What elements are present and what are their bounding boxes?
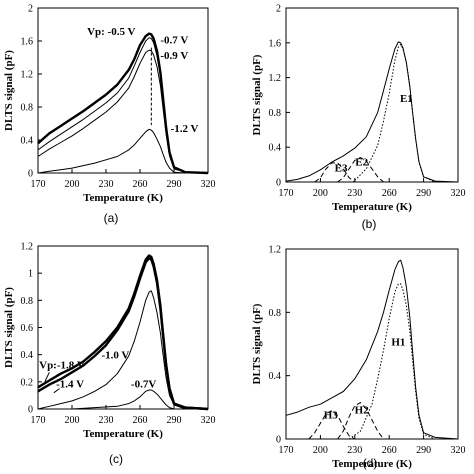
x-tick-label: 170 (279, 445, 294, 456)
series-line-3 (37, 49, 209, 174)
x-tick-label: 230 (99, 179, 114, 190)
series-line-4 (38, 389, 208, 410)
x-tick-label: 230 (347, 188, 362, 199)
x-tick-label: 320 (201, 179, 216, 190)
series-line-2 (354, 44, 436, 183)
x-axis-label: Temperature (K) (332, 201, 412, 213)
y-tick-label: 2 (276, 4, 281, 15)
annotation-label: -1.2 V (171, 123, 199, 135)
y-tick-label: 1.2 (21, 242, 34, 253)
y-tick-label: 0.4 (269, 371, 282, 382)
x-tick-label: 260 (133, 179, 148, 190)
annotation-label: E2 (355, 156, 368, 168)
y-tick-label: 0.4 (269, 143, 282, 154)
x-tick-label: 290 (167, 179, 182, 190)
y-tick-label: 0.8 (269, 308, 282, 319)
plot-frame (285, 248, 459, 440)
x-tick-label: 320 (451, 188, 466, 199)
panel-label: (b) (362, 217, 377, 231)
y-tick-label: 0.2 (21, 377, 34, 388)
annotation-label: -1.0 V (101, 350, 129, 362)
x-tick-label: 260 (382, 445, 397, 456)
annotation-label: -0.7 V (160, 34, 188, 46)
y-tick-label: 0.8 (21, 103, 34, 114)
chart-panel-1: 170 200 230 260 290 320 0 0.4 0.8 1.2 1.6 2 Temperat… (3, 4, 216, 226)
y-tick-label: 1.2 (269, 245, 282, 256)
series-line-1 (285, 259, 459, 440)
annotation-label: Vp:-1.8 V (39, 359, 85, 371)
y-axis-label: DLTS signal (pF) (3, 287, 15, 368)
annotation-label: -0.9 V (160, 50, 188, 62)
y-tick-label: 1.6 (21, 37, 34, 48)
series-line-4 (308, 410, 356, 440)
x-tick-label: 230 (347, 445, 362, 456)
y-axis-label: DLTS signal (pF) (251, 54, 263, 135)
series-line-3 (337, 157, 384, 183)
panel-label: (d) (363, 456, 378, 470)
y-tick-label: 1.2 (269, 73, 282, 84)
y-tick-label: 0 (28, 169, 33, 180)
x-tick-label: 200 (65, 179, 80, 190)
chart-panel-4: 170 200 230 260 290 320 0 0.4 0.8 1.2 Temperature … (251, 245, 466, 471)
panel-label: (c) (109, 452, 123, 466)
plot-frame (285, 7, 459, 183)
y-tick-label: 1.2 (21, 70, 34, 81)
panel-label: (a) (104, 211, 119, 225)
y-tick-label: 0 (276, 435, 281, 446)
x-tick-label: 170 (31, 179, 46, 190)
y-tick-label: 0.8 (269, 108, 282, 119)
y-tick-label: 1.6 (269, 38, 282, 49)
y-axis-label: DLTS signal (pF) (251, 303, 263, 384)
annotation-label: H2 (355, 405, 370, 417)
annotation-label: -0.7V (131, 378, 156, 390)
x-tick-label: 200 (313, 188, 328, 199)
y-tick-label: 0.8 (21, 296, 34, 307)
x-tick-label: 200 (65, 415, 80, 426)
series-line-2 (37, 257, 209, 411)
annotation-arrow (53, 388, 60, 394)
x-tick-label: 290 (416, 445, 431, 456)
annotation-label: H3 (324, 409, 339, 421)
x-tick-label: 170 (279, 188, 294, 199)
series-line-2 (37, 37, 209, 174)
y-tick-label: 1 (28, 269, 33, 280)
series-line-3 (337, 402, 384, 440)
x-tick-label: 260 (382, 188, 397, 199)
y-tick-label: 2 (28, 4, 33, 15)
y-tick-label: 0 (28, 405, 33, 416)
annotation-arrow (44, 372, 50, 383)
y-tick-label: 0.4 (21, 136, 34, 147)
annotation-label: E3 (335, 163, 348, 175)
series-line-4 (314, 162, 356, 183)
chart-panel-2: 170 200 230 260 290 320 0 0.4 0.8 1.2 1.6 2 Temperat… (251, 4, 466, 232)
x-axis-label: Temperature (K) (83, 192, 163, 204)
series-line-3 (37, 290, 208, 410)
x-tick-label: 320 (451, 445, 466, 456)
annotation-label: E1 (400, 93, 413, 105)
annotation-label: Vp: -0.5 V (87, 26, 135, 38)
x-tick-label: 290 (416, 188, 431, 199)
annotation-label: -1.4 V (56, 378, 84, 390)
x-tick-label: 290 (167, 415, 182, 426)
y-tick-label: 0 (276, 178, 281, 189)
series-line-1 (285, 41, 459, 183)
y-tick-label: 0.4 (21, 350, 34, 361)
y-axis-label: DLTS signal (pF) (3, 50, 15, 131)
x-axis-label: Temperature (K) (83, 428, 163, 440)
plot-frame (37, 7, 209, 174)
x-axis-label: Temperature (K) (332, 458, 412, 470)
series-line-2 (348, 283, 436, 440)
annotation-label: H1 (391, 337, 405, 349)
x-tick-label: 230 (99, 415, 114, 426)
chart-panel-3: 170 200 230 260 290 320 0 0.2 0.4 0.6 0.8 1 1.2 Tempe… (3, 242, 216, 467)
y-tick-label: 0.6 (21, 323, 34, 334)
x-tick-label: 320 (201, 415, 216, 426)
x-tick-label: 260 (133, 415, 148, 426)
x-tick-label: 170 (31, 415, 46, 426)
x-tick-label: 200 (313, 445, 328, 456)
series-line-4 (37, 128, 208, 174)
